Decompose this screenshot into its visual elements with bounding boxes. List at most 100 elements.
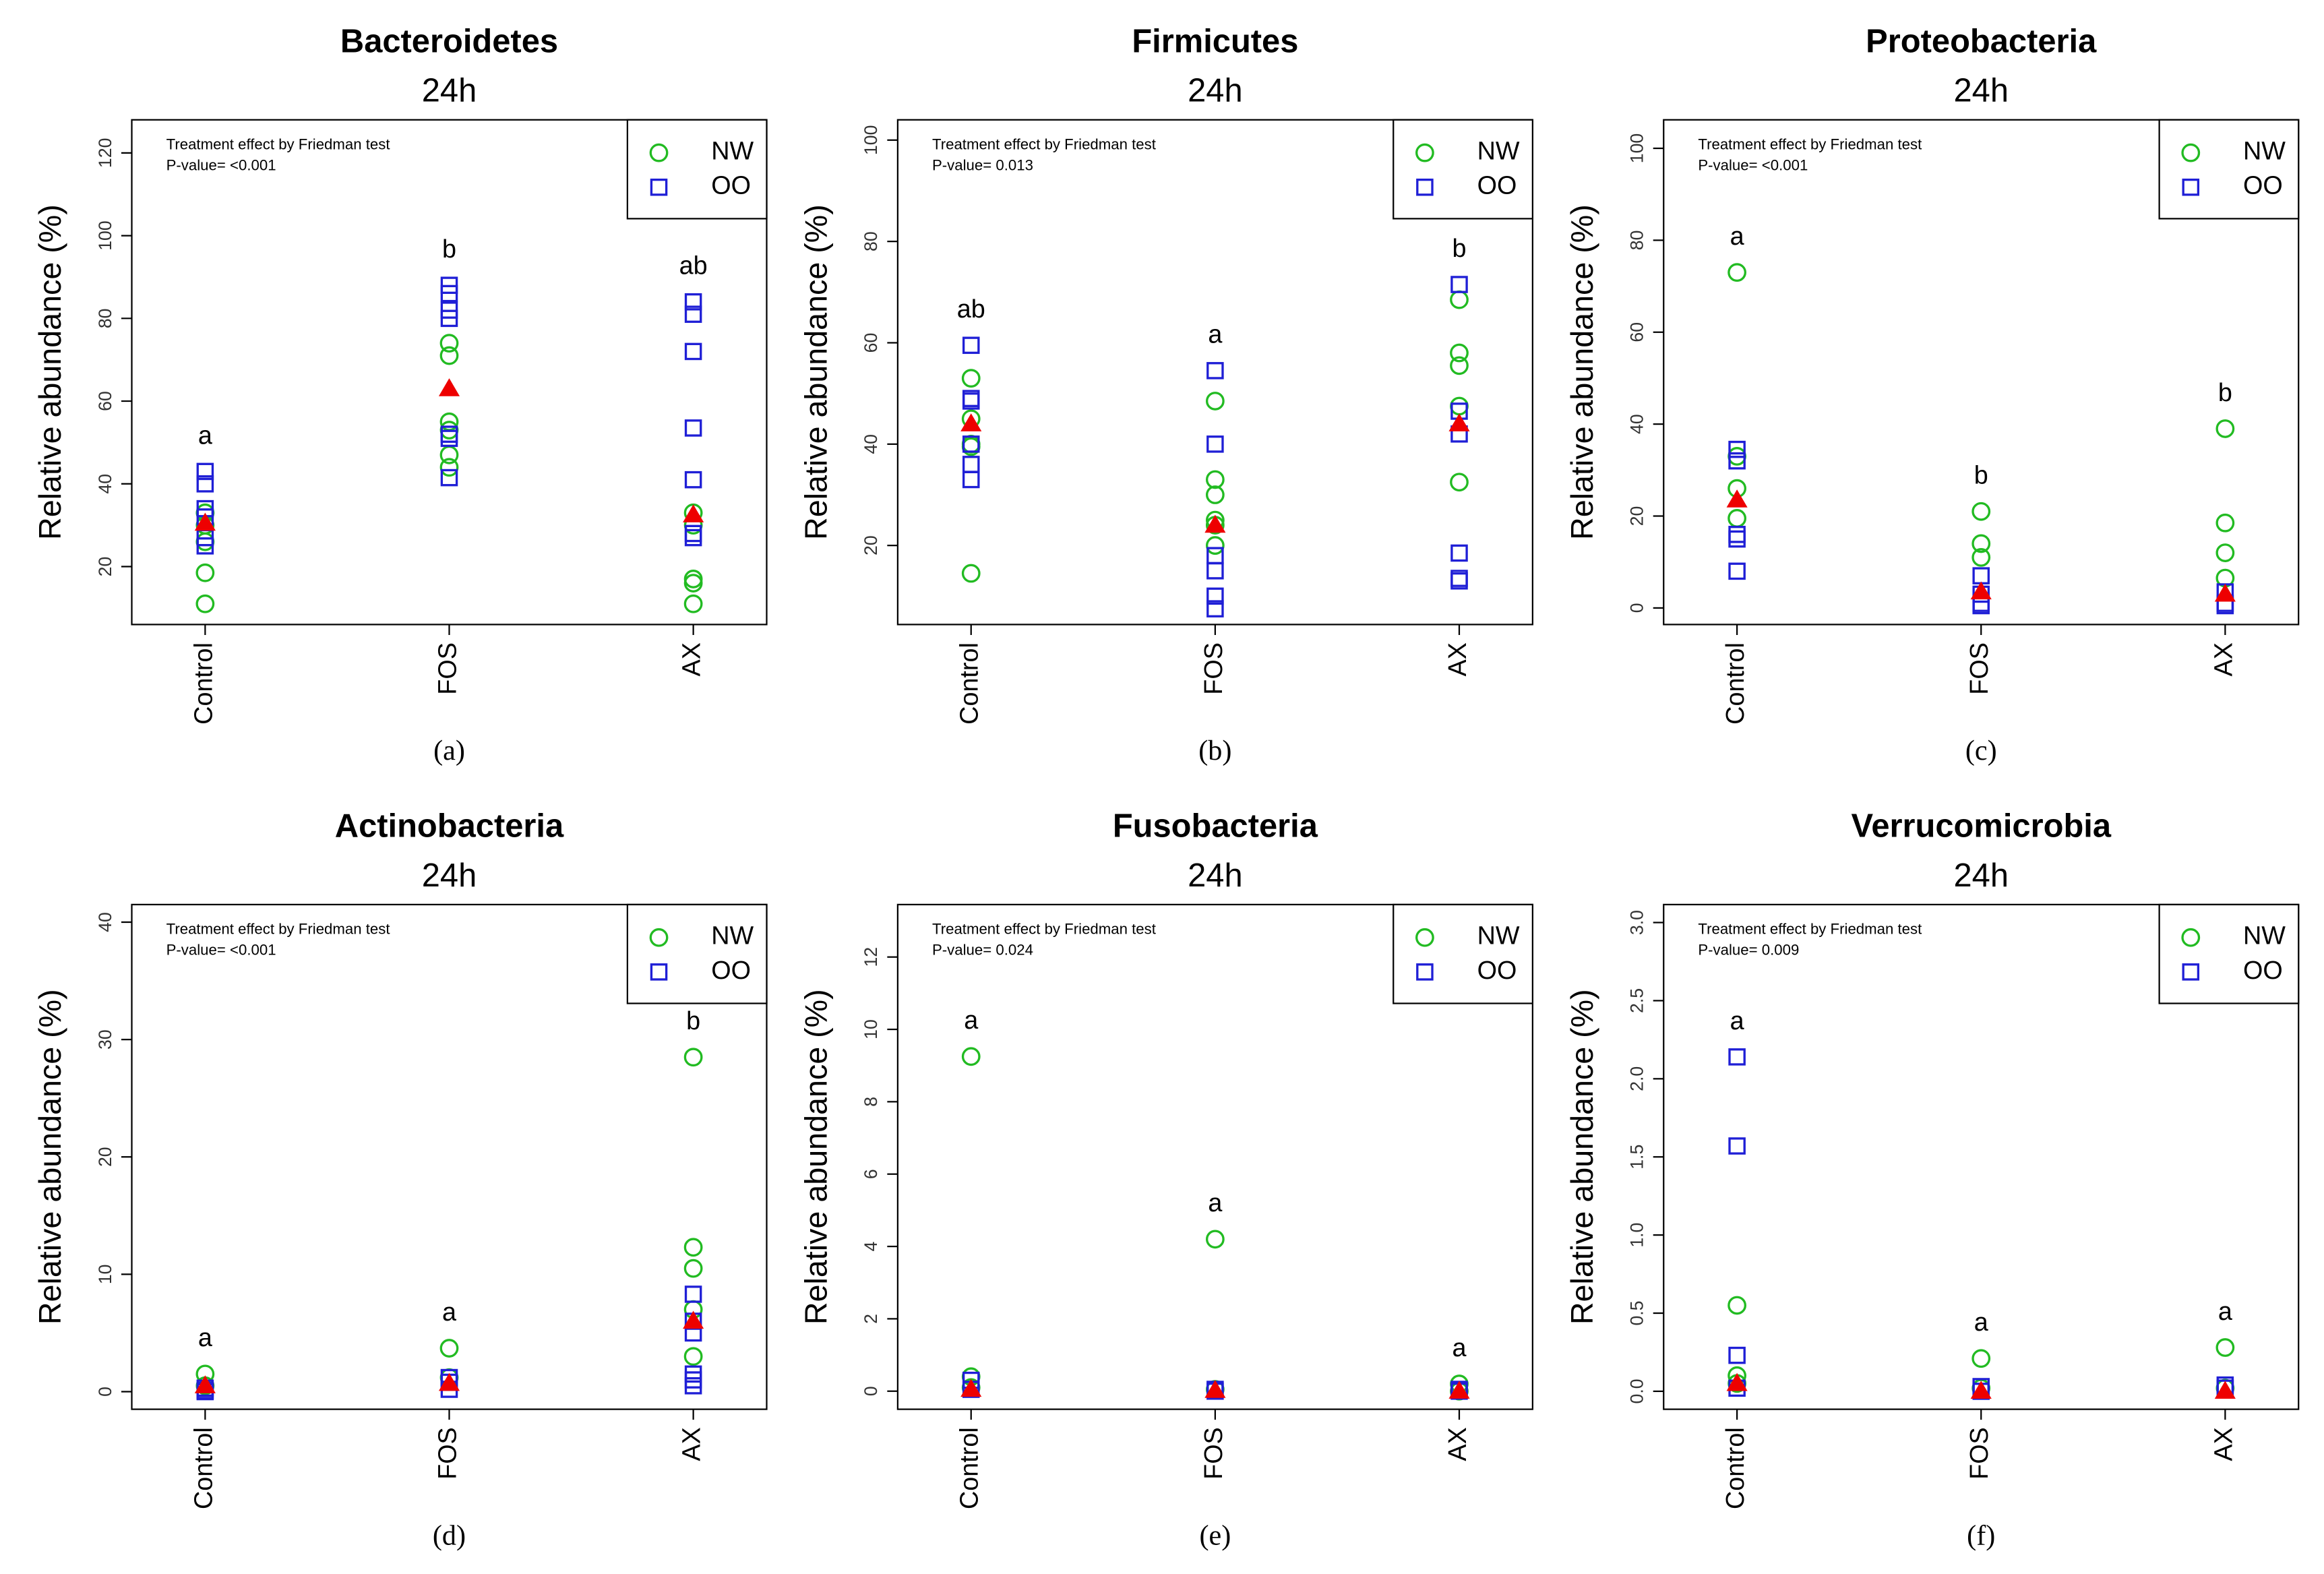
y-tick-label: 80 <box>95 309 115 329</box>
mean-marker <box>1726 1372 1748 1391</box>
y-tick-label: 2.5 <box>1627 988 1647 1013</box>
significance-letter: b <box>1974 462 1988 490</box>
point <box>683 594 703 613</box>
point <box>961 1047 981 1066</box>
point <box>683 1238 703 1257</box>
point <box>195 563 215 582</box>
panel-title: Bacteroidetes <box>340 23 558 59</box>
significance-letter: ab <box>679 252 708 280</box>
y-tick-label: 6 <box>861 1169 881 1179</box>
y-tick-label: 12 <box>861 947 881 967</box>
significance-letter: b <box>1452 235 1466 263</box>
y-tick-label: 60 <box>1627 322 1647 342</box>
y-tick-label: 8 <box>861 1097 881 1107</box>
legend-symbol <box>649 928 669 947</box>
y-tick-label: 80 <box>861 231 881 251</box>
point <box>1450 572 1468 590</box>
significance-letter: a <box>198 421 212 450</box>
point <box>2215 543 2235 562</box>
y-tick-label: 40 <box>95 912 115 932</box>
y-axis-label: Relative abundance (%) <box>798 989 833 1325</box>
point <box>440 309 458 328</box>
y-tick-label: 2.0 <box>1627 1066 1647 1091</box>
point <box>1971 548 1991 567</box>
point <box>1971 534 1991 553</box>
panel-subtitle: 24h <box>1188 857 1243 894</box>
point <box>196 462 214 481</box>
panel-caption: (b) <box>1198 735 1231 766</box>
point <box>1971 1349 1991 1368</box>
panel-subtitle: 24h <box>1188 73 1243 109</box>
y-tick-label: 100 <box>1627 133 1647 163</box>
x-tick-label: Control <box>1721 1427 1750 1509</box>
mean-marker <box>1726 489 1748 508</box>
mean-marker <box>194 512 216 531</box>
point <box>1972 567 1990 584</box>
point <box>1728 526 1746 543</box>
point <box>684 528 702 547</box>
point <box>684 1371 702 1389</box>
point <box>196 475 214 493</box>
point <box>195 532 215 551</box>
mean-marker <box>1448 413 1470 431</box>
legend-label: OO <box>1477 957 1517 985</box>
point <box>684 305 702 323</box>
mean-marker <box>194 1375 216 1393</box>
point <box>439 346 459 365</box>
mean-marker <box>683 1310 704 1329</box>
legend-symbol <box>650 963 668 981</box>
y-tick-label: 40 <box>1627 414 1647 434</box>
y-tick-label: 40 <box>861 434 881 454</box>
point <box>1450 276 1468 293</box>
y-tick-label: 20 <box>95 557 115 577</box>
point <box>196 537 214 555</box>
y-tick-label: 40 <box>95 474 115 494</box>
y-tick-label: 4 <box>861 1241 881 1251</box>
point <box>1728 452 1746 470</box>
y-tick-label: 20 <box>95 1147 115 1167</box>
y-axis-label: Relative abundance (%) <box>1564 989 1599 1325</box>
legend-symbol <box>649 143 669 162</box>
y-tick-label: 0 <box>95 1387 115 1397</box>
mean-marker <box>960 1379 982 1397</box>
significance-letter: a <box>1452 1334 1466 1362</box>
point <box>2215 419 2235 438</box>
point <box>684 1285 702 1303</box>
point <box>1205 1230 1225 1249</box>
point <box>1728 1346 1746 1364</box>
legend-label: NW <box>1477 922 1520 950</box>
legend-symbol <box>2182 178 2200 196</box>
y-tick-label: 0 <box>861 1386 881 1396</box>
significance-letter: a <box>2218 1298 2232 1326</box>
point <box>683 1259 703 1278</box>
y-tick-label: 0.5 <box>1627 1301 1647 1326</box>
y-axis-label: Relative abundance (%) <box>1564 204 1599 540</box>
point <box>1450 343 1469 363</box>
panel-title: Firmicutes <box>1132 23 1298 59</box>
point <box>961 369 981 388</box>
significance-letter: b <box>442 235 456 264</box>
legend-box <box>2158 903 2300 1004</box>
legend-label: OO <box>1477 172 1517 200</box>
mean-marker <box>1448 1381 1470 1399</box>
panel-caption: (f) <box>1967 1519 1995 1551</box>
point <box>1206 587 1224 605</box>
point <box>440 284 458 303</box>
legend-symbol <box>1416 963 1434 981</box>
legend-symbol <box>650 178 668 196</box>
y-tick-label: 60 <box>861 333 881 353</box>
annotation: Treatment effect by Friedman test <box>1698 135 1922 152</box>
mean-marker <box>960 413 982 431</box>
mean-marker <box>1204 1380 1226 1398</box>
legend-label: NW <box>2243 922 2286 950</box>
y-axis-label: Relative abundance (%) <box>32 204 67 540</box>
x-tick-label: AX <box>678 1427 706 1461</box>
point <box>962 336 980 355</box>
mean-marker <box>1970 1381 1992 1399</box>
legend-label: OO <box>2243 172 2283 200</box>
mean-marker <box>2214 1381 2236 1399</box>
point <box>440 429 458 448</box>
point <box>1205 485 1225 504</box>
x-tick-label: Control <box>956 1427 984 1509</box>
significance-letter: b <box>2218 379 2232 407</box>
